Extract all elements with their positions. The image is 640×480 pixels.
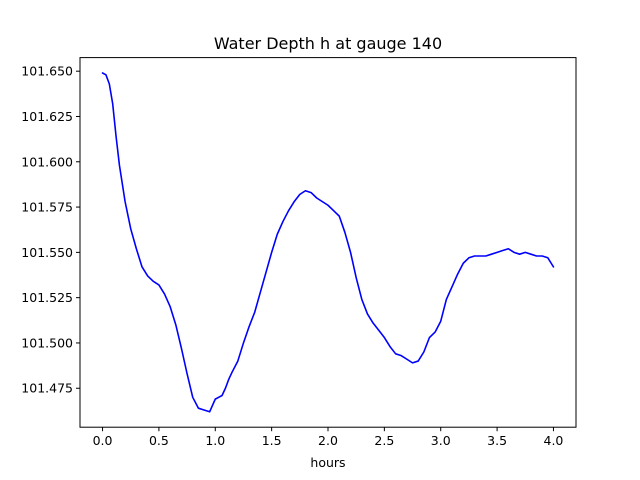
x-tick-label: 1.5	[262, 433, 282, 448]
y-tick-label: 101.525	[21, 290, 73, 305]
x-tick-label: 0.5	[149, 433, 169, 448]
x-tick-label: 3.5	[487, 433, 507, 448]
x-tick-label: 0.0	[93, 433, 113, 448]
x-tick-label: 4.0	[544, 433, 564, 448]
x-axis-label: hours	[310, 455, 345, 470]
x-tick-label: 3.0	[431, 433, 451, 448]
y-axis: 101.475 101.500 101.525 101.550 101.575 101.6…	[21, 64, 80, 396]
series-line-group	[101, 72, 555, 413]
x-tick-label: 1.0	[205, 433, 225, 448]
x-axis: 0.0 0.5 1.0 1.5 2.0 2.5 3.0 3.5 4.0	[93, 427, 564, 448]
y-tick-label: 101.650	[21, 64, 73, 79]
chart-title: Water Depth h at gauge 140	[214, 34, 442, 53]
y-tick-label: 101.600	[21, 154, 73, 169]
y-tick-label: 101.625	[21, 109, 73, 124]
y-tick-label: 101.475	[21, 381, 73, 396]
x-tick-label: 2.5	[374, 433, 394, 448]
y-tick-label: 101.500	[21, 335, 73, 350]
x-tick-label: 2.0	[318, 433, 338, 448]
series-line-0	[101, 72, 555, 413]
y-tick-label: 101.575	[21, 200, 73, 215]
y-tick-label: 101.550	[21, 245, 73, 260]
